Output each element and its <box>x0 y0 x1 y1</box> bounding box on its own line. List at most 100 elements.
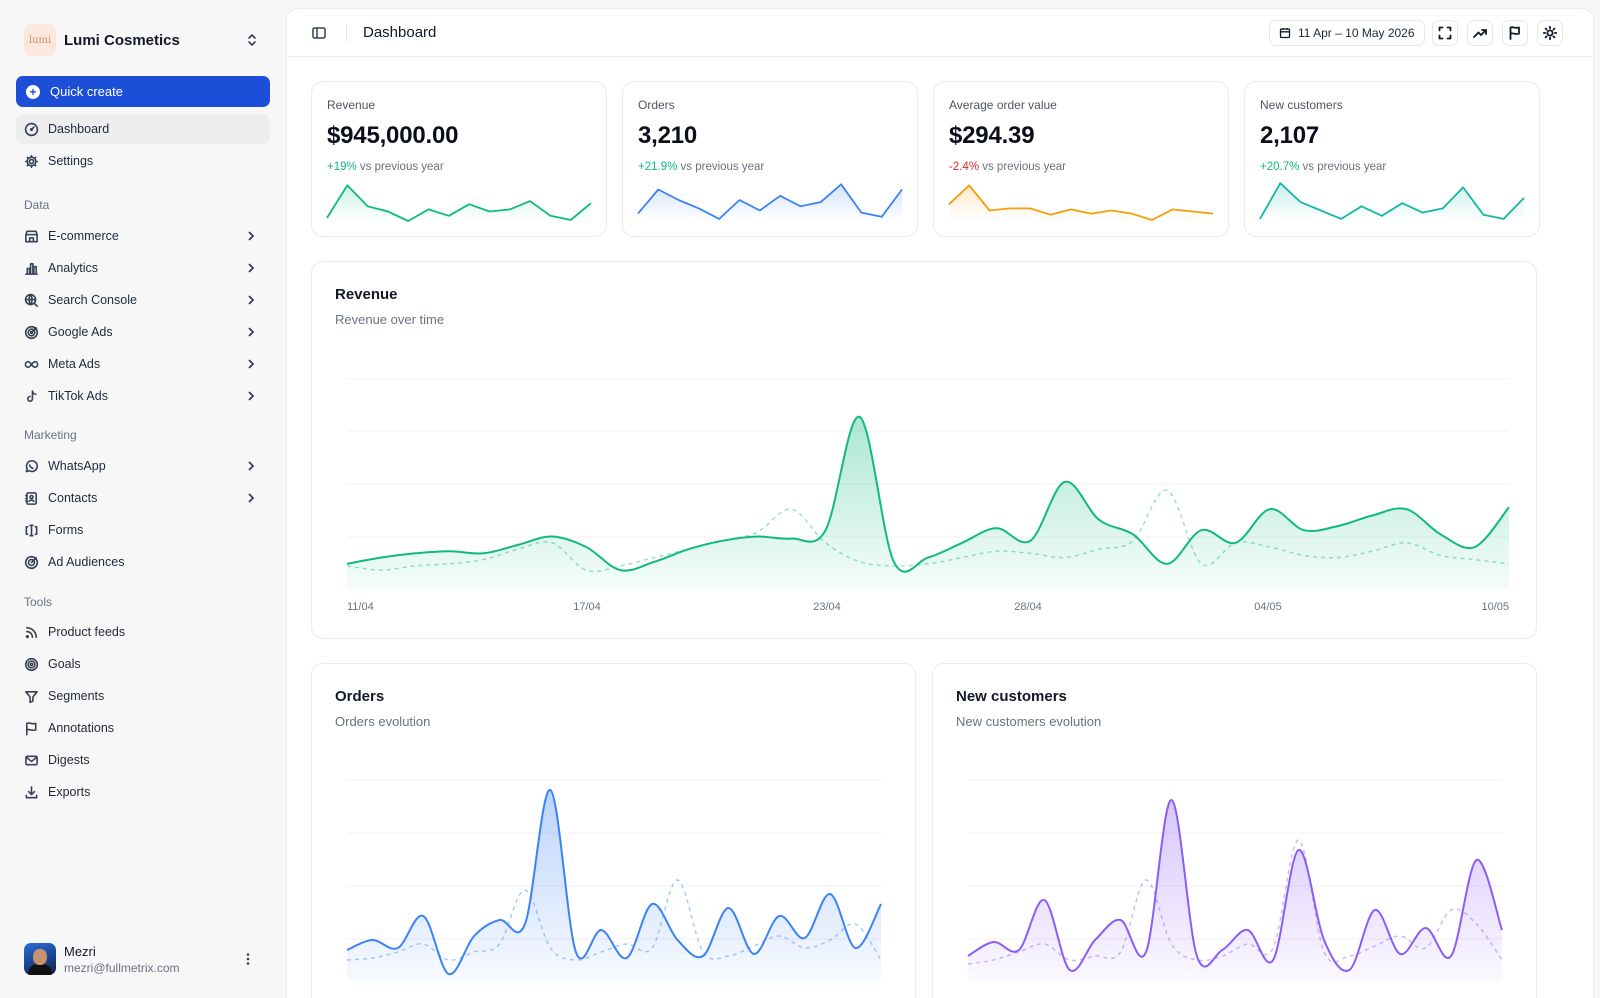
target-icon <box>24 325 39 339</box>
quick-create-button[interactable]: + Quick create <box>16 76 270 107</box>
date-range-picker[interactable]: 11 Apr – 10 May 2026 <box>1269 20 1425 46</box>
sidebar-item-product-feeds[interactable]: Product feeds <box>16 617 270 647</box>
kpi-delta-suffix: vs previous year <box>979 161 1066 173</box>
bar-chart-icon <box>25 262 38 275</box>
chevron-right-icon <box>248 327 255 337</box>
download-icon <box>25 785 38 798</box>
card-subtitle: Orders evolution <box>335 714 431 729</box>
new-customers-chart-card: New customers New customers evolution <box>932 663 1537 998</box>
chevron-right-icon <box>248 263 255 273</box>
series-line-current <box>346 415 1510 573</box>
sidebar-item-annotations[interactable]: Annotations <box>16 713 270 743</box>
user-name: Mezri <box>64 943 96 959</box>
sidebar-item-label: Google Ads <box>48 325 113 339</box>
sidebar-item-segments[interactable]: Segments <box>16 681 270 711</box>
kpi-value: $294.39 <box>949 122 1035 149</box>
orders-chart-card: Orders Orders evolution <box>311 663 916 998</box>
series-line-previous <box>346 489 1510 573</box>
sidebar-item-search-console[interactable]: Search Console <box>16 285 270 315</box>
rss-icon <box>25 626 37 638</box>
sidebar-item-contacts[interactable]: Contacts <box>16 483 270 513</box>
store-icon <box>25 230 38 242</box>
kpi-label: New customers <box>1260 98 1343 112</box>
mail-icon <box>25 754 38 766</box>
sidebar-item-label: Forms <box>48 523 84 537</box>
kpi-label: Revenue <box>327 98 376 112</box>
kpi-delta: -2.4% vs previous year <box>949 161 1066 173</box>
sparkline-line <box>637 183 903 220</box>
x-tick-label: 10/05 <box>1481 601 1509 613</box>
sidebar-item-ecommerce[interactable]: E-commerce <box>16 221 270 251</box>
kpi-label: Orders <box>638 98 675 112</box>
card-subtitle: New customers evolution <box>956 714 1102 729</box>
card-subtitle: Revenue over time <box>335 312 445 327</box>
workspace-switcher[interactable]: lumi Lumi Cosmetics <box>24 24 272 56</box>
more-vertical-icon[interactable] <box>240 951 256 967</box>
revenue-area-chart: 11/04 17/04 23/04 28/04 04/05 10/05 <box>346 378 1510 613</box>
sidebar-item-ad-audiences[interactable]: Ad Audiences <box>16 547 270 577</box>
sidebar-item-label: Analytics <box>48 261 99 275</box>
x-tick-label: 17/04 <box>573 601 601 613</box>
sidebar-item-whatsapp[interactable]: WhatsApp <box>16 451 270 481</box>
sidebar-item-label: Meta Ads <box>48 357 101 371</box>
quick-create-label: Quick create <box>50 84 123 99</box>
section-title-marketing: Marketing <box>24 428 77 442</box>
chat-icon <box>25 459 39 472</box>
sidebar-item-label: Product feeds <box>48 625 126 639</box>
sidebar-item-settings[interactable]: Settings <box>16 146 270 176</box>
kpi-delta: +20.7% vs previous year <box>1260 161 1386 173</box>
sidebar-item-forms[interactable]: Forms <box>16 515 270 545</box>
sidebar-item-google-ads[interactable]: Google Ads <box>16 317 270 347</box>
trending-up-icon <box>1473 29 1487 38</box>
sidebar-item-tiktok-ads[interactable]: TikTok Ads <box>16 381 270 411</box>
kpi-delta-suffix: vs previous year <box>356 161 444 173</box>
sidebar-item-dashboard[interactable]: Dashboard <box>16 114 270 144</box>
gear-icon <box>24 154 39 168</box>
orders-area-chart <box>346 779 882 980</box>
sidebar-toggle-icon[interactable] <box>311 25 327 41</box>
sidebar-item-exports[interactable]: Exports <box>16 777 270 807</box>
kpi-delta-value: +20.7% <box>1260 161 1300 173</box>
kpi-delta-value: -2.4% <box>949 161 980 173</box>
sidebar-item-label: Ad Audiences <box>48 555 125 569</box>
sparkline <box>948 184 1214 221</box>
sparkline <box>637 183 903 221</box>
user-menu[interactable]: Mezri mezri@fullmetrix.com <box>24 942 272 976</box>
kpi-delta-value: +21.9% <box>638 161 678 173</box>
card-title: New customers <box>956 688 1067 705</box>
kpi-card-average-order-value[interactable]: Average order value $294.39 -2.4% vs pre… <box>933 81 1229 237</box>
flag-icon <box>1509 26 1520 40</box>
sparkline-area <box>1260 183 1524 221</box>
kpi-delta-suffix: vs previous year <box>677 161 765 173</box>
card-title: Revenue <box>335 286 398 303</box>
chevron-right-icon <box>248 295 255 305</box>
sidebar-item-meta-ads[interactable]: Meta Ads <box>16 349 270 379</box>
chevron-right-icon <box>248 231 255 241</box>
sidebar-item-analytics[interactable]: Analytics <box>16 253 270 283</box>
chevron-right-icon <box>248 493 255 503</box>
card-title: Orders <box>335 688 385 705</box>
series-area-current <box>347 789 881 980</box>
avatar <box>24 943 56 975</box>
kpi-card-orders[interactable]: Orders 3,210 +21.9% vs previous year <box>622 81 918 237</box>
chevron-right-icon <box>248 391 255 401</box>
theme-toggle-button[interactable] <box>1537 20 1563 46</box>
section-title-data: Data <box>24 198 50 212</box>
page-title: Dashboard <box>363 24 437 41</box>
sidebar-item-label: Annotations <box>48 721 115 735</box>
fullscreen-button[interactable] <box>1432 20 1458 46</box>
sparkline <box>326 184 592 222</box>
form-icon <box>25 524 38 536</box>
chevrons-up-down-icon <box>248 34 256 46</box>
dashboard-icon <box>24 122 39 136</box>
sparkline-area <box>949 185 1213 221</box>
x-tick-label: 28/04 <box>1014 601 1042 613</box>
kpi-card-new-customers[interactable]: New customers 2,107 +20.7% vs previous y… <box>1244 81 1540 237</box>
annotations-button[interactable] <box>1502 20 1528 46</box>
sidebar-item-digests[interactable]: Digests <box>16 745 270 775</box>
compare-toggle-button[interactable] <box>1467 20 1493 46</box>
chevron-right-icon <box>248 461 255 471</box>
kpi-card-revenue[interactable]: Revenue $945,000.00 +19% vs previous yea… <box>311 81 607 237</box>
kpi-delta: +21.9% vs previous year <box>638 161 764 173</box>
sidebar-item-goals[interactable]: Goals <box>16 649 270 679</box>
